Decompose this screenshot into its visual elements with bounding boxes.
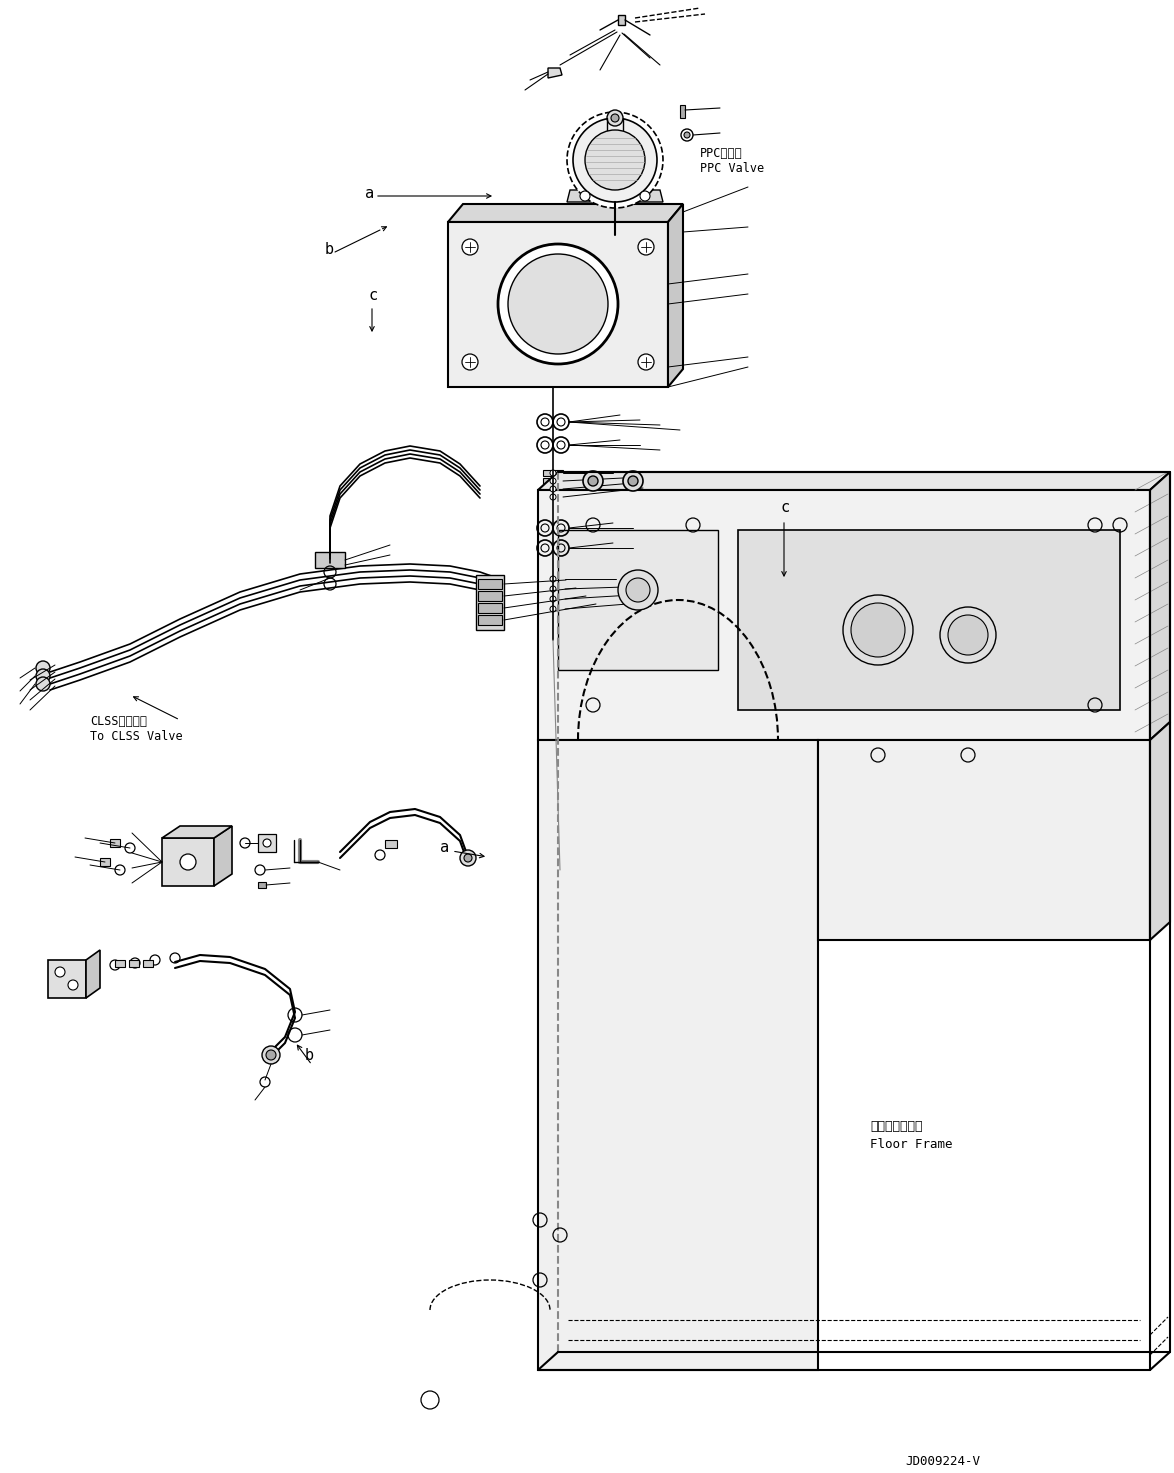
Text: c: c xyxy=(780,501,789,516)
Polygon shape xyxy=(1151,471,1170,739)
Bar xyxy=(385,840,397,848)
Bar xyxy=(478,591,502,601)
Polygon shape xyxy=(541,585,565,594)
Circle shape xyxy=(498,245,618,364)
Polygon shape xyxy=(541,595,565,602)
Circle shape xyxy=(262,1046,281,1064)
Circle shape xyxy=(549,597,556,602)
Polygon shape xyxy=(618,15,625,25)
Bar xyxy=(143,960,153,966)
Text: c: c xyxy=(367,287,377,302)
Polygon shape xyxy=(541,605,565,613)
Circle shape xyxy=(610,113,619,122)
Polygon shape xyxy=(544,486,564,492)
Circle shape xyxy=(623,471,643,491)
Bar xyxy=(478,579,502,589)
Circle shape xyxy=(68,980,77,990)
Circle shape xyxy=(180,854,196,871)
Circle shape xyxy=(583,471,603,491)
Circle shape xyxy=(851,602,905,657)
Polygon shape xyxy=(548,68,562,78)
Bar xyxy=(475,574,504,630)
Bar xyxy=(258,834,276,851)
Circle shape xyxy=(36,661,50,675)
Circle shape xyxy=(549,470,556,476)
Circle shape xyxy=(567,112,663,208)
Circle shape xyxy=(573,118,657,202)
Polygon shape xyxy=(544,470,564,476)
Circle shape xyxy=(549,493,556,499)
Circle shape xyxy=(36,669,50,683)
Text: a: a xyxy=(440,841,450,856)
Polygon shape xyxy=(538,491,1151,739)
Circle shape xyxy=(637,239,654,255)
Circle shape xyxy=(549,576,556,582)
Circle shape xyxy=(463,239,478,255)
Bar xyxy=(478,616,502,625)
Polygon shape xyxy=(538,471,1170,491)
Polygon shape xyxy=(162,838,214,885)
Circle shape xyxy=(549,605,556,611)
Circle shape xyxy=(684,133,690,138)
Polygon shape xyxy=(1151,722,1170,940)
Text: PPCバルブ: PPCバルブ xyxy=(700,147,743,161)
Text: JD009224-V: JD009224-V xyxy=(905,1455,980,1469)
Circle shape xyxy=(266,1050,276,1061)
Circle shape xyxy=(263,840,271,847)
Polygon shape xyxy=(544,479,564,485)
Circle shape xyxy=(626,577,650,602)
Polygon shape xyxy=(448,222,668,387)
Bar xyxy=(115,960,124,966)
Polygon shape xyxy=(818,739,1151,940)
Circle shape xyxy=(463,354,478,370)
Polygon shape xyxy=(162,826,232,838)
Polygon shape xyxy=(448,203,683,222)
Circle shape xyxy=(607,110,623,127)
Bar xyxy=(110,840,120,847)
Circle shape xyxy=(549,486,556,492)
Circle shape xyxy=(628,476,637,486)
Circle shape xyxy=(508,253,608,354)
Bar xyxy=(100,857,110,866)
Polygon shape xyxy=(738,530,1120,710)
Circle shape xyxy=(588,476,598,486)
Polygon shape xyxy=(48,960,86,999)
Polygon shape xyxy=(538,739,818,1370)
Circle shape xyxy=(55,966,65,977)
Circle shape xyxy=(637,354,654,370)
Text: To CLSS Valve: To CLSS Valve xyxy=(90,731,183,742)
Polygon shape xyxy=(567,190,663,202)
Circle shape xyxy=(464,854,472,862)
Circle shape xyxy=(36,678,50,691)
Polygon shape xyxy=(541,574,565,583)
Text: CLSSバルブへ: CLSSバルブへ xyxy=(90,714,147,728)
Text: b: b xyxy=(305,1047,315,1062)
Circle shape xyxy=(640,191,650,200)
Polygon shape xyxy=(86,950,100,999)
Text: a: a xyxy=(365,186,375,200)
Bar xyxy=(478,602,502,613)
Circle shape xyxy=(549,479,556,485)
Circle shape xyxy=(585,130,645,190)
Polygon shape xyxy=(668,203,683,387)
Bar xyxy=(315,552,345,569)
Circle shape xyxy=(460,850,475,866)
Circle shape xyxy=(618,570,657,610)
Bar xyxy=(258,882,266,888)
Polygon shape xyxy=(558,530,718,670)
Text: フロアフレーム: フロアフレーム xyxy=(870,1119,923,1133)
Text: Floor Frame: Floor Frame xyxy=(870,1139,952,1150)
Polygon shape xyxy=(680,105,684,118)
Text: PPC Valve: PPC Valve xyxy=(700,162,764,175)
Polygon shape xyxy=(544,493,564,499)
Bar xyxy=(129,960,139,966)
Circle shape xyxy=(940,607,996,663)
Circle shape xyxy=(843,595,913,664)
Text: b: b xyxy=(325,243,335,258)
Circle shape xyxy=(580,191,591,200)
Circle shape xyxy=(947,616,989,655)
Polygon shape xyxy=(214,826,232,885)
Circle shape xyxy=(549,586,556,592)
